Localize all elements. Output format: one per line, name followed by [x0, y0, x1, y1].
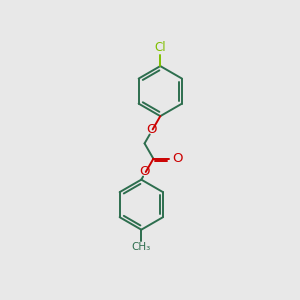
Text: O: O	[139, 166, 150, 178]
Text: O: O	[172, 152, 183, 165]
Text: Cl: Cl	[154, 41, 166, 54]
Text: CH₃: CH₃	[132, 242, 151, 252]
Text: O: O	[146, 123, 157, 136]
